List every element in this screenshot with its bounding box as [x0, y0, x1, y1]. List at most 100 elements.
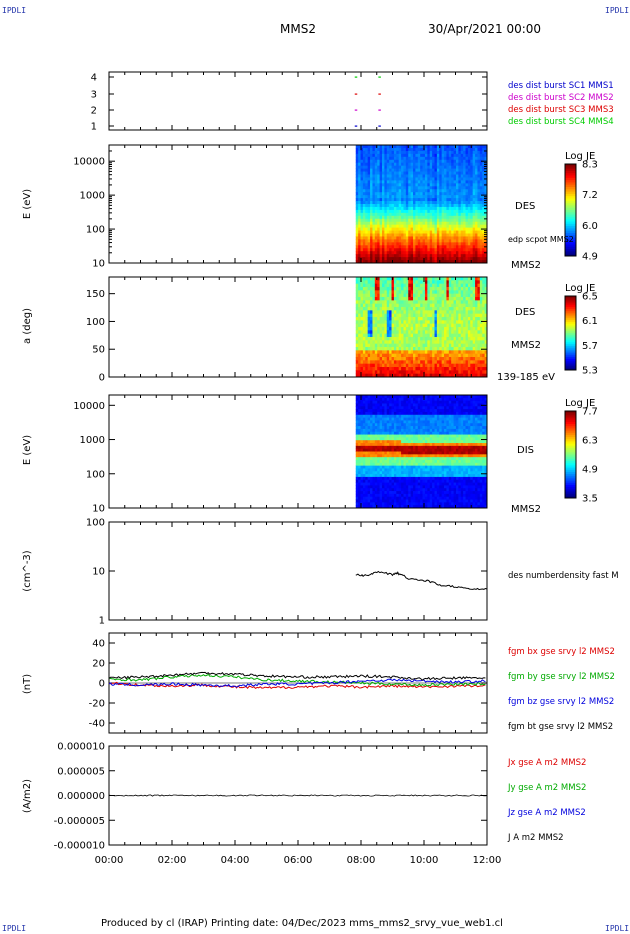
des-energy-cell [477, 212, 481, 217]
des-energy-cell [382, 192, 385, 196]
des-energy-cell [396, 212, 400, 217]
dis-energy-cell [389, 505, 392, 509]
des-energy-cell [398, 195, 402, 199]
des-energy-cell [439, 177, 443, 181]
des-energy-cell [365, 201, 369, 205]
des-energy-cell [403, 233, 407, 237]
des-pitch-cell [417, 300, 421, 305]
des-pitch-cell [415, 323, 419, 328]
des-energy-cell [355, 180, 359, 184]
des-energy-cell [410, 165, 414, 169]
des-pitch-cell [432, 313, 435, 318]
des-energy-cell [463, 230, 466, 234]
des-pitch-cell [446, 330, 450, 335]
des-pitch-cell [401, 277, 404, 281]
des-pitch-cell [479, 327, 483, 331]
des-energy-cell [451, 180, 454, 184]
des-pitch-cell [377, 320, 381, 325]
des-energy-cell [374, 233, 378, 237]
colorbar-segment [565, 308, 576, 312]
des-energy-cell [370, 212, 373, 217]
des-energy-cell [398, 206, 402, 211]
des-pitch-cell [362, 347, 366, 351]
des-energy-cell [415, 180, 419, 184]
des-pitch-cell [434, 333, 438, 338]
des-pitch-cell [432, 340, 435, 345]
des-energy-cell [432, 174, 435, 178]
des-energy-cell [401, 248, 404, 252]
des-pitch-cell [451, 373, 454, 378]
des-energy-cell [365, 251, 369, 255]
dis-energy-cell [391, 406, 395, 410]
des-energy-cell [427, 254, 431, 258]
des-energy-cell [360, 192, 364, 196]
des-pitch-cell [432, 370, 435, 375]
des-pitch-cell [379, 303, 383, 308]
des-energy-cell [358, 236, 361, 240]
des-pitch-cell [436, 313, 440, 318]
des-energy-cell [482, 156, 486, 161]
des-energy-cell [484, 150, 488, 155]
dis-energy-cell [372, 451, 376, 455]
des-pitch-cell [470, 290, 474, 295]
des-energy-cell [453, 218, 457, 223]
corner-label-top-left: IPDLI [2, 6, 27, 15]
des-energy-cell [467, 260, 471, 264]
des-energy-cell [408, 218, 412, 223]
des-pitch-cell [446, 373, 450, 378]
des-energy-cell [451, 209, 454, 214]
des-energy-cell [379, 198, 383, 202]
des-energy-cell [391, 221, 395, 226]
dis-energy-cell [391, 454, 395, 458]
des-pitch-cell [420, 360, 423, 365]
dis-energy-cell [374, 409, 378, 413]
des-energy-cell [386, 248, 390, 252]
dis-energy-cell [365, 505, 369, 509]
des-pitch-cell [424, 287, 428, 291]
des-energy-cell [448, 145, 452, 149]
des-energy-cell [451, 183, 454, 187]
des-pitch-cell [441, 327, 445, 331]
colorbar-segment [565, 327, 576, 330]
des-energy-cell [386, 174, 390, 178]
des-pitch-cell [482, 310, 486, 315]
des-energy-cell [484, 218, 488, 223]
colorbar-segment [565, 316, 576, 319]
des-energy-cell [422, 206, 426, 211]
dis-energy-cell [355, 406, 359, 410]
des-pitch-cell [475, 353, 478, 358]
des-energy-cell [355, 162, 359, 167]
des-energy-cell [391, 198, 395, 202]
des-energy-cell [382, 212, 385, 217]
des-pitch-cell [401, 283, 404, 288]
des-energy-cell [458, 236, 462, 240]
des-pitch-cell [391, 287, 395, 291]
des-energy-cell [382, 150, 385, 155]
des-pitch-cell [372, 297, 376, 301]
dis-energy-cell [398, 468, 402, 472]
des-energy-cell [405, 248, 409, 252]
dis-energy-cell [393, 499, 397, 503]
des-pitch-cell [398, 287, 402, 291]
des-pitch-cell [367, 323, 371, 328]
des-pitch-cell [465, 283, 469, 288]
des-pitch-cell [358, 360, 361, 365]
des-pitch-cell [439, 340, 443, 345]
des-pitch-cell [470, 370, 474, 375]
des-energy-cell [396, 221, 400, 226]
des-pitch-cell [393, 363, 397, 368]
des-pitch-cell [403, 287, 407, 291]
des-energy-cell [453, 171, 457, 175]
des-energy-cell [372, 183, 376, 187]
des-energy-cell [465, 195, 469, 199]
des-pitch-cell [401, 290, 404, 295]
des-pitch-cell [413, 300, 416, 305]
des-energy-cell [374, 224, 378, 228]
des-energy-cell [441, 233, 445, 237]
colorbar-segment [565, 207, 576, 211]
dis-energy-cell [355, 423, 359, 427]
des-energy-cell [427, 156, 431, 161]
des-energy-cell [415, 212, 419, 217]
des-energy-cell [382, 201, 385, 205]
des-energy-cell [405, 153, 409, 158]
